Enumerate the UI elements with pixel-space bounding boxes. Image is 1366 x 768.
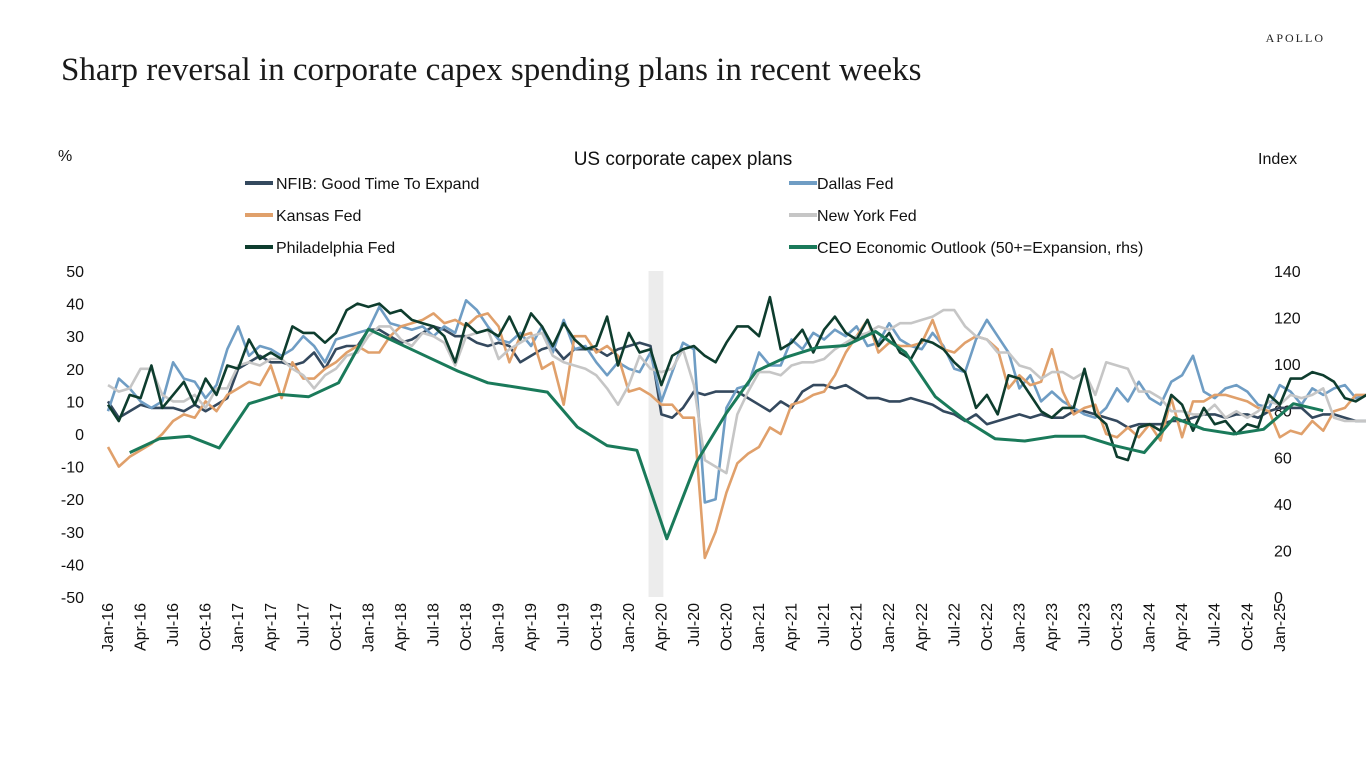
left-tick-label: 30 xyxy=(66,329,84,346)
x-tick-label: Oct-21 xyxy=(849,603,866,651)
right-tick-label: 0 xyxy=(1274,590,1283,607)
x-tick-label: Jul-17 xyxy=(295,603,312,647)
x-tick-label: Jan-22 xyxy=(881,603,898,652)
x-tick-label: Jan-23 xyxy=(1011,603,1028,652)
x-tick-label: Apr-18 xyxy=(393,603,410,651)
series-line-ceo-economic-outlook-50-expansion-rhs xyxy=(129,327,1324,541)
left-tick-label: 10 xyxy=(66,394,84,411)
page-headline: Sharp reversal in corporate capex spendi… xyxy=(61,52,922,88)
x-tick-label: Jan-24 xyxy=(1142,603,1159,652)
x-tick-label: Oct-18 xyxy=(458,603,475,651)
x-tick-label: Jul-16 xyxy=(165,603,182,647)
right-tick-label: 120 xyxy=(1274,311,1301,328)
x-tick-label: Apr-19 xyxy=(523,603,540,651)
x-tick-label: Apr-23 xyxy=(1044,603,1061,651)
x-tick-label: Apr-24 xyxy=(1174,603,1191,651)
x-tick-label: Jul-24 xyxy=(1207,603,1224,647)
x-tick-label: Jul-23 xyxy=(1077,603,1094,647)
series-line-kansas-fed xyxy=(106,312,1366,560)
left-tick-label: 0 xyxy=(75,427,84,444)
x-tick-label: Apr-17 xyxy=(263,603,280,651)
x-tick-label: Apr-22 xyxy=(914,603,931,651)
left-tick-label: -50 xyxy=(61,590,84,607)
right-tick-label: 140 xyxy=(1274,264,1301,281)
x-tick-label: Jul-20 xyxy=(686,603,703,647)
right-tick-label: 40 xyxy=(1274,497,1292,514)
x-tick-label: Apr-16 xyxy=(133,603,150,651)
right-tick-label: 20 xyxy=(1274,543,1292,560)
right-axis-unit: Index xyxy=(1258,151,1297,168)
series-line-dallas-fed xyxy=(106,298,1366,504)
chart-title: US corporate capex plans xyxy=(574,149,793,170)
x-tick-label: Jan-19 xyxy=(491,603,508,652)
x-tick-label: Jan-21 xyxy=(751,603,768,652)
x-tick-label: Jul-19 xyxy=(556,603,573,647)
legend-label: Philadelphia Fed xyxy=(276,240,395,257)
right-tick-label: 100 xyxy=(1274,357,1301,374)
x-tick-label: Jan-18 xyxy=(360,603,377,652)
brand-wordmark: APOLLO xyxy=(1265,31,1325,45)
left-tick-label: -30 xyxy=(61,525,84,542)
x-tick-label: Jan-16 xyxy=(100,603,117,652)
x-tick-label: Oct-19 xyxy=(588,603,605,651)
series-line-new-york-fed xyxy=(107,308,1366,475)
left-tick-label: 20 xyxy=(66,362,84,379)
x-tick-label: Apr-20 xyxy=(653,603,670,651)
left-axis-unit: % xyxy=(58,148,72,165)
legend-label: New York Fed xyxy=(817,208,917,225)
right-tick-label: 60 xyxy=(1274,450,1292,467)
x-tick-label: Jan-25 xyxy=(1272,603,1289,652)
left-tick-label: 50 xyxy=(66,264,84,281)
x-tick-label: Jul-21 xyxy=(816,603,833,647)
x-tick-label: Jan-20 xyxy=(621,603,638,652)
x-tick-label: Oct-16 xyxy=(198,603,215,651)
left-tick-label: -20 xyxy=(61,492,84,509)
left-tick-label: 40 xyxy=(66,297,84,314)
series-line-nfib-good-time-to-expand xyxy=(106,325,1366,429)
series-line-philadelphia-fed xyxy=(106,295,1366,462)
x-tick-label: Oct-17 xyxy=(328,603,345,651)
x-tick-label: Oct-20 xyxy=(718,603,735,651)
left-tick-label: -40 xyxy=(61,557,84,574)
legend-label: CEO Economic Outlook (50+=Expansion, rhs… xyxy=(817,240,1143,257)
legend-label: NFIB: Good Time To Expand xyxy=(276,176,479,193)
legend-label: Kansas Fed xyxy=(276,208,361,225)
x-tick-label: Jan-17 xyxy=(230,603,247,652)
x-tick-label: Jul-22 xyxy=(946,603,963,647)
x-tick-label: Oct-24 xyxy=(1239,603,1256,651)
recession-shading xyxy=(648,271,664,597)
x-tick-label: Jul-18 xyxy=(426,603,443,647)
x-tick-label: Apr-21 xyxy=(784,603,801,651)
legend-label: Dallas Fed xyxy=(817,176,893,193)
x-tick-label: Oct-22 xyxy=(979,603,996,651)
left-tick-label: -10 xyxy=(61,460,84,477)
x-tick-label: Oct-23 xyxy=(1109,603,1126,651)
